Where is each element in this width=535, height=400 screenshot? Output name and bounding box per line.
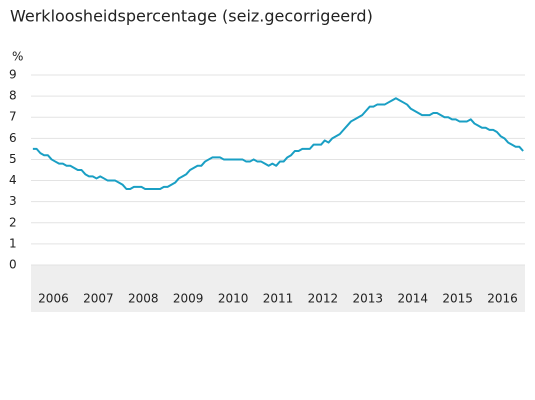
x-tick-label: 2016 — [487, 292, 518, 306]
x-tick-label: 2014 — [397, 292, 428, 306]
y-tick-label: 9 — [9, 68, 17, 82]
y-tick-label: 0 — [9, 258, 17, 272]
x-tick-label: 2008 — [128, 292, 159, 306]
y-tick-label: 6 — [9, 131, 17, 145]
x-tick-label: 2015 — [442, 292, 473, 306]
x-tick-label: 2006 — [38, 292, 69, 306]
data-line — [32, 97, 524, 190]
x-axis-band — [31, 265, 525, 312]
x-tick-label: 2012 — [308, 292, 339, 306]
y-tick-label: 5 — [9, 152, 17, 166]
x-tick-label: 2011 — [263, 292, 294, 306]
x-tick-label: 2013 — [353, 292, 384, 306]
chart-title: Werkloosheidspercentage (seiz.gecorrigee… — [10, 7, 373, 26]
x-tick-label: 2007 — [83, 292, 114, 306]
x-tick-label: 2009 — [173, 292, 204, 306]
y-tick-label: 3 — [9, 194, 17, 208]
y-tick-label: 7 — [9, 110, 17, 124]
x-tick-label: 2010 — [218, 292, 249, 306]
y-tick-label: 8 — [9, 89, 17, 103]
y-axis-label: % — [12, 50, 23, 64]
y-tick-label: 4 — [9, 173, 17, 187]
y-tick-label: 2 — [9, 215, 17, 229]
y-tick-label: 1 — [9, 236, 17, 250]
